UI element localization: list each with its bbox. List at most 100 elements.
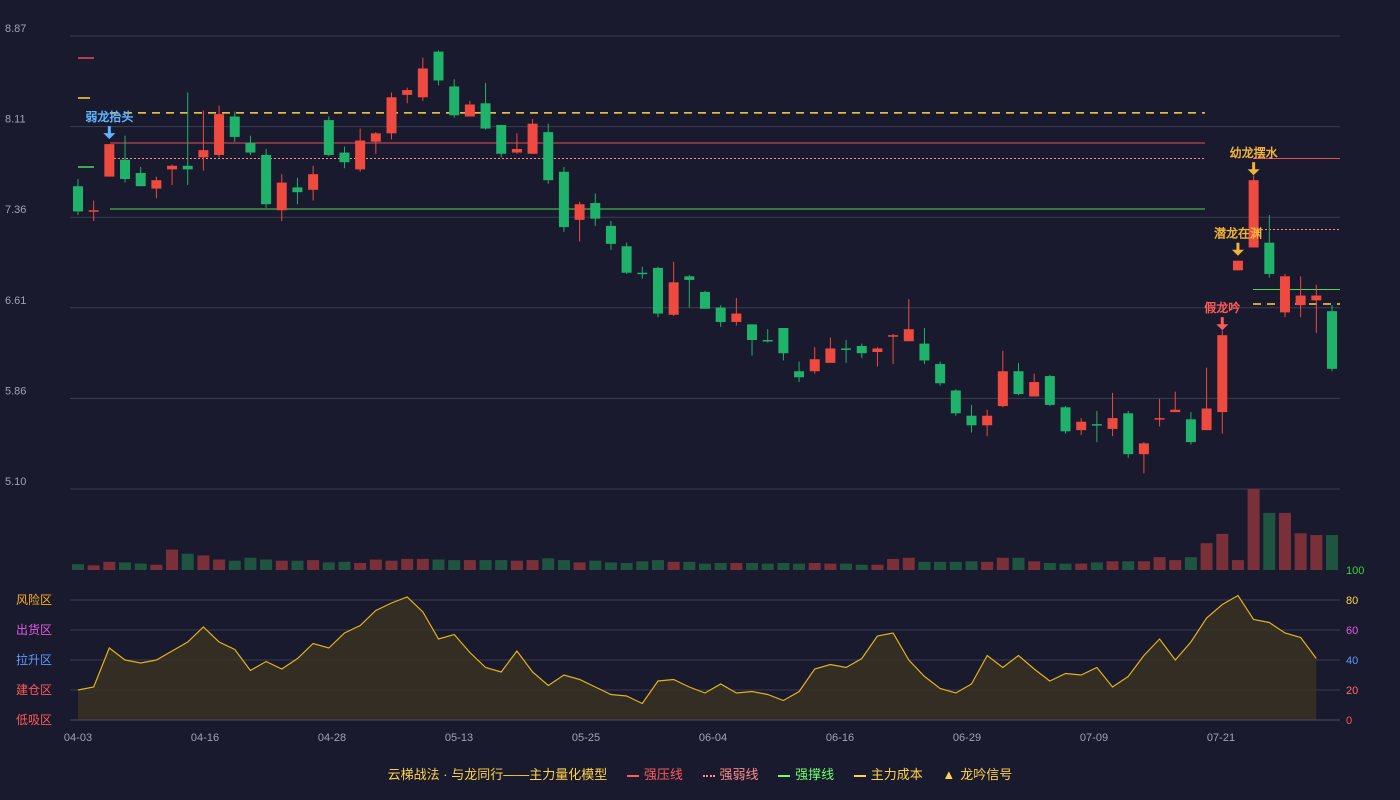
candle-body xyxy=(449,86,460,116)
volume-bar xyxy=(808,563,821,570)
candle-body xyxy=(292,187,303,193)
candle-body xyxy=(182,165,193,170)
x-tick-label: 05-25 xyxy=(572,732,600,744)
volume-bar xyxy=(620,563,633,570)
y-tick-label: 5.86 xyxy=(5,385,26,397)
candle-body xyxy=(261,154,272,205)
legend-weak-line: 强弱线 xyxy=(702,764,759,783)
volume-bar xyxy=(479,560,492,570)
signal-arrow-icon xyxy=(103,133,116,140)
candle-body xyxy=(1264,242,1275,274)
candle-body xyxy=(1013,371,1024,395)
zone-label: 建仓区 xyxy=(16,683,52,697)
volume-bar xyxy=(150,564,163,570)
volume-bar xyxy=(275,560,288,570)
candle-body xyxy=(1232,260,1243,271)
candle-body xyxy=(167,165,178,170)
signal-label: 幼龙摆水 xyxy=(1230,145,1279,160)
volume-bar xyxy=(103,561,116,570)
volume-bar xyxy=(197,555,210,570)
volume-bar xyxy=(934,561,947,570)
legend-support: 强撑线 xyxy=(778,764,834,783)
candle-body xyxy=(496,124,507,154)
osc-axis-label: 100 xyxy=(1346,565,1364,577)
osc-axis-label: 80 xyxy=(1346,595,1358,607)
candle-body xyxy=(433,51,444,81)
legend-main-cost: 主力成本 xyxy=(853,764,923,783)
candle-body xyxy=(355,140,366,170)
volume-bar xyxy=(746,563,759,570)
candle-body xyxy=(982,415,993,426)
x-tick-label: 06-04 xyxy=(699,732,727,744)
candle-body xyxy=(966,415,977,426)
signal-label: 假龙吟 xyxy=(1204,300,1240,315)
candle-body xyxy=(950,390,961,414)
candle-body xyxy=(73,186,83,212)
signal-arrow-icon xyxy=(1247,169,1260,176)
candle-body xyxy=(652,267,663,314)
candle-body xyxy=(543,132,554,181)
candle-body xyxy=(402,90,413,95)
x-tick-label: 07-21 xyxy=(1207,732,1235,744)
volume-bar xyxy=(72,564,84,570)
candle-body xyxy=(668,282,679,315)
y-tick-label: 5.10 xyxy=(5,476,26,488)
volume-bar xyxy=(416,558,429,570)
volume-bar xyxy=(636,561,649,570)
zone-label: 拉升区 xyxy=(16,652,52,667)
candle-body xyxy=(997,371,1008,407)
legend-title: 云梯战法 · 与龙同行——主力量化模型 xyxy=(387,767,608,782)
candle-body xyxy=(198,150,209,158)
zone-label: 风险区 xyxy=(16,592,52,607)
candle-body xyxy=(1201,408,1212,431)
x-tick-label: 04-03 xyxy=(64,732,92,744)
volume-bar xyxy=(401,558,414,570)
candle-body xyxy=(308,174,319,190)
volume-bar xyxy=(1122,561,1135,570)
candle-body xyxy=(417,68,428,98)
volume-bar xyxy=(1310,535,1323,570)
signal-arrow-icon xyxy=(1231,249,1244,256)
candle-body xyxy=(841,348,852,350)
volume-bar xyxy=(1231,560,1244,570)
candle-body xyxy=(1185,419,1196,443)
candle-body xyxy=(856,346,867,354)
volume-bar xyxy=(699,563,711,570)
candle-body xyxy=(1029,382,1040,397)
candle-body xyxy=(1123,413,1134,455)
volume-bar xyxy=(777,563,790,570)
volume-bar xyxy=(495,560,508,570)
volume-bar xyxy=(1278,512,1291,570)
candle-body xyxy=(1311,295,1322,301)
candle-body xyxy=(245,142,256,153)
candle-body xyxy=(731,313,742,322)
candle-body xyxy=(1295,295,1306,306)
osc-axis-label: 60 xyxy=(1346,625,1358,637)
volume-bar xyxy=(228,560,241,570)
candle-body xyxy=(558,171,569,228)
oscillator-area xyxy=(78,595,1317,720)
x-tick-label: 05-13 xyxy=(445,732,473,744)
candle-body xyxy=(1044,376,1055,405)
x-tick-label: 04-28 xyxy=(318,732,346,744)
volume-bar xyxy=(557,560,570,570)
volume-bar xyxy=(134,563,147,570)
volume-bar xyxy=(1247,489,1260,570)
volume-bar xyxy=(730,563,743,570)
volume-bar xyxy=(918,561,931,570)
volume-bar xyxy=(855,564,868,570)
candle-body xyxy=(1076,421,1087,431)
candle-body xyxy=(370,133,381,142)
volume-bar xyxy=(1106,561,1119,570)
volume-bar xyxy=(1059,563,1072,570)
zone-label: 出货区 xyxy=(16,622,52,637)
candle-body xyxy=(1138,443,1149,455)
candle-body xyxy=(605,225,616,244)
volume-bar xyxy=(510,560,523,570)
volume-bar xyxy=(166,549,179,570)
volume-bar xyxy=(1043,563,1056,570)
volume-bar xyxy=(307,560,320,570)
candle-body xyxy=(715,307,726,322)
candle-body xyxy=(1248,180,1259,248)
